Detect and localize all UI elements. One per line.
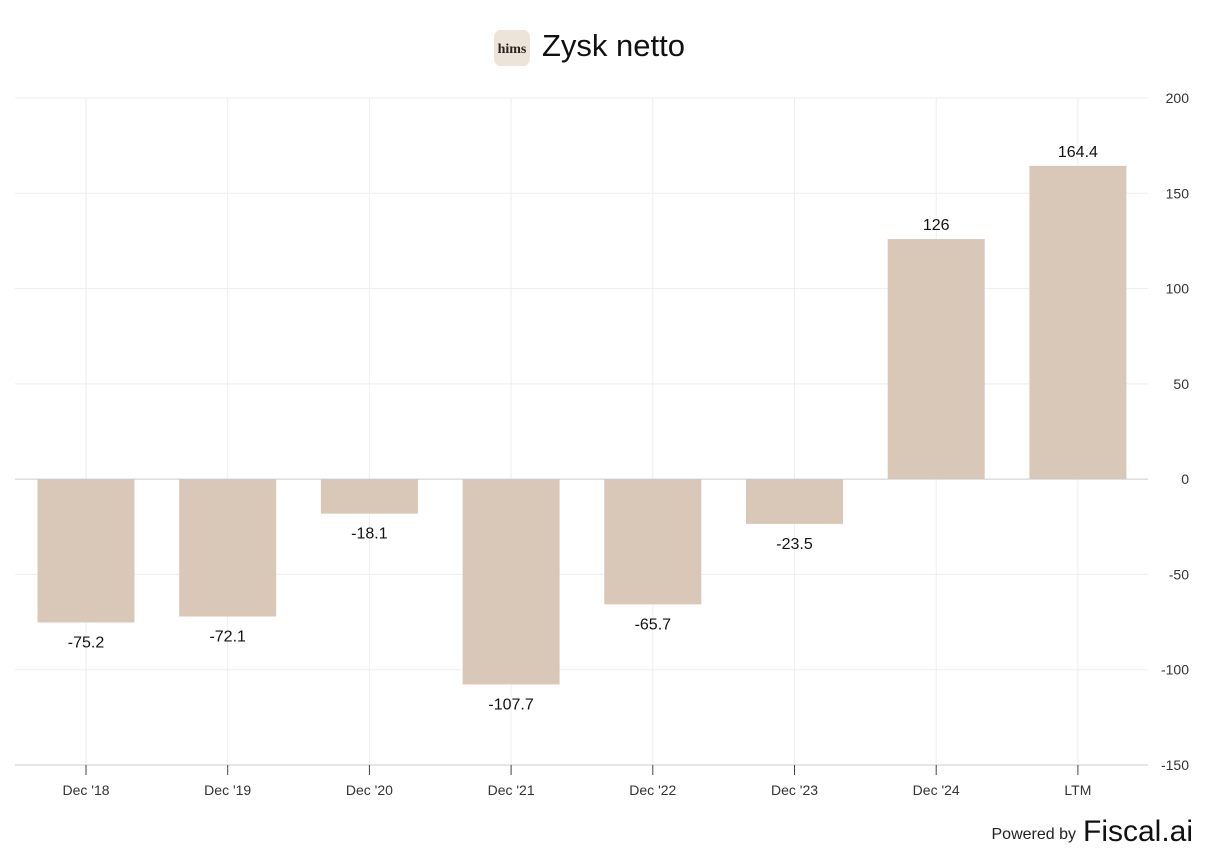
bar bbox=[179, 479, 277, 617]
data-label: -107.7 bbox=[488, 696, 533, 713]
x-tick-label: Dec '19 bbox=[204, 782, 251, 798]
bar bbox=[604, 479, 702, 605]
x-tick-label: Dec '20 bbox=[346, 782, 393, 798]
data-label: -18.1 bbox=[351, 526, 388, 543]
y-tick-label: 200 bbox=[1166, 90, 1190, 106]
chart-title: Zysk netto bbox=[542, 28, 685, 63]
data-label: 164.4 bbox=[1058, 144, 1098, 161]
y-tick-label: 100 bbox=[1166, 281, 1190, 297]
data-label: -75.2 bbox=[68, 634, 105, 651]
footer-branding: Powered by Fiscal.ai bbox=[992, 815, 1194, 848]
data-label: -23.5 bbox=[776, 536, 813, 553]
x-tick-label: Dec '24 bbox=[913, 782, 960, 798]
bar bbox=[1029, 165, 1127, 480]
x-tick-label: Dec '18 bbox=[62, 782, 109, 798]
data-labels: -75.2 -72.1 -18.1 -107.7 -65.7 -23.5 126 164.4 bbox=[68, 144, 1098, 714]
y-tick-label: 50 bbox=[1173, 376, 1189, 392]
y-tick-label: 150 bbox=[1166, 185, 1190, 201]
bar bbox=[887, 239, 985, 480]
bar bbox=[320, 479, 418, 514]
bar bbox=[37, 479, 135, 623]
data-label: 126 bbox=[923, 217, 950, 234]
x-tick-label: Dec '23 bbox=[771, 782, 818, 798]
data-label: -72.1 bbox=[209, 629, 246, 646]
axes: 200 150 100 50 0 -50 -100 -150 Dec '18 Dec '19 Dec… bbox=[15, 90, 1189, 798]
powered-by-text: Powered by bbox=[992, 826, 1077, 843]
chart-header: hims Zysk netto bbox=[494, 28, 685, 66]
x-tick-label: LTM bbox=[1064, 782, 1091, 798]
bar bbox=[746, 479, 843, 524]
y-tick-label: -150 bbox=[1161, 757, 1189, 773]
company-logo bbox=[494, 30, 530, 66]
y-tick-label: 0 bbox=[1181, 471, 1189, 487]
fiscal-ai-logo: Fiscal.ai bbox=[1083, 815, 1193, 848]
bar bbox=[462, 479, 560, 685]
x-tick-label: Dec '22 bbox=[629, 782, 676, 798]
y-tick-label: -100 bbox=[1161, 662, 1189, 678]
company-logo-text: hims bbox=[498, 42, 527, 57]
y-tick-label: -50 bbox=[1169, 566, 1189, 582]
data-label: -65.7 bbox=[635, 616, 672, 633]
bars bbox=[37, 165, 1127, 685]
x-tick-label: Dec '21 bbox=[488, 782, 535, 798]
